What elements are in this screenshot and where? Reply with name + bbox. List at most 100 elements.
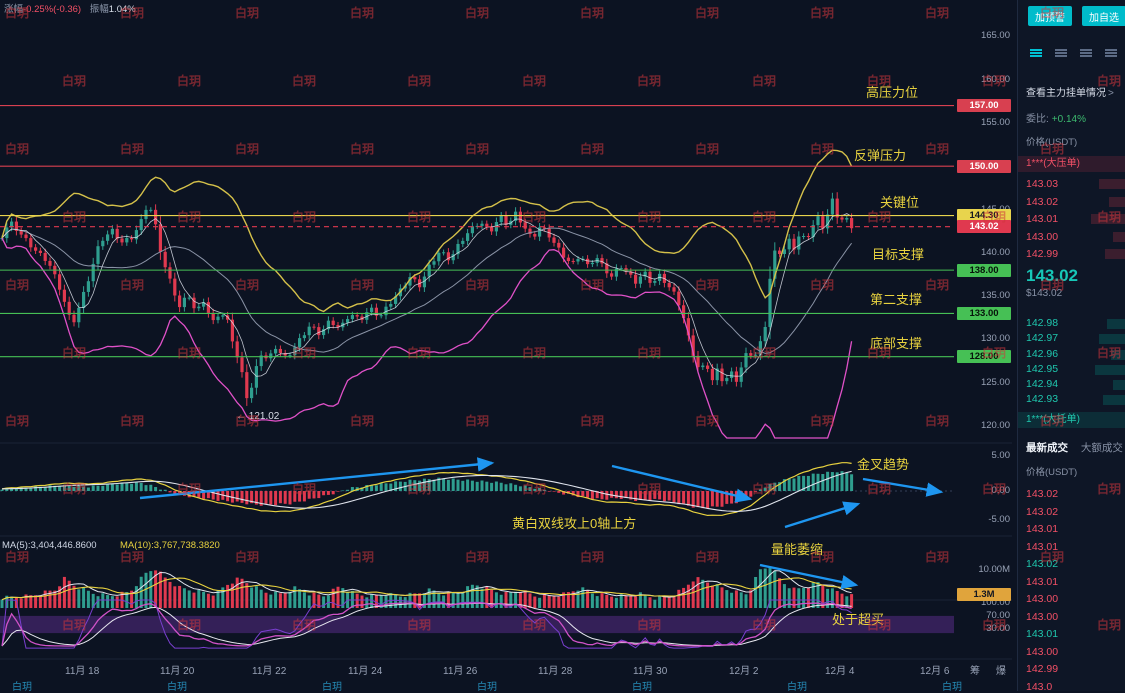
depth-bar xyxy=(1107,319,1125,329)
asks-view-icon[interactable] xyxy=(1080,48,1094,60)
price-value: 142.95 xyxy=(1026,362,1059,375)
chart-region[interactable]: 涨幅-0.25%(-0.36) 振幅1.04% 165.00 160.00 155.… xyxy=(0,0,1018,691)
bid-row[interactable]: 142.94 xyxy=(1018,377,1125,392)
price-value: 143.00 xyxy=(1026,593,1059,605)
price-value: 143.00 xyxy=(1026,610,1059,623)
ask-list: 143.03 143.02 143.01 143.00 142.99 xyxy=(1018,176,1125,264)
trades-tabs: 最新成交 大额成交 xyxy=(1026,440,1123,455)
ask-row[interactable]: 142.99 xyxy=(1018,246,1125,264)
trend-arrow xyxy=(139,457,495,500)
tab-latest-trades[interactable]: 最新成交 xyxy=(1026,442,1068,454)
view-main-orders-label: 查看主力挂单情况 xyxy=(1026,88,1106,99)
ask-row[interactable]: 143.02 xyxy=(1018,194,1125,212)
ask-row[interactable]: 143.03 xyxy=(1018,176,1125,194)
footer-watermark-text: 白玥 xyxy=(322,682,342,693)
order-book-sidebar: 加预警 加自选 查看主力挂单情况 > 委比: +0.14% 价格(USDT) 1**… xyxy=(1017,0,1125,691)
bid-list: 142.98 142.97 142.96 142.95 142.94 142.93 xyxy=(1018,316,1125,408)
add-watchlist-button[interactable]: 加自选 xyxy=(1082,6,1125,26)
price-value: 143.00 xyxy=(1026,230,1059,243)
bid-row[interactable]: 142.98 xyxy=(1018,316,1125,331)
bid-row[interactable]: 142.96 xyxy=(1018,347,1125,362)
footer-watermark-text: 白玥 xyxy=(12,682,32,693)
list-view-icon[interactable] xyxy=(1055,48,1069,60)
trade-row[interactable]: 142.99 xyxy=(1018,661,1125,679)
bid-row[interactable]: 142.93 xyxy=(1018,392,1125,407)
price-value: 143.01 xyxy=(1026,523,1059,535)
view-main-orders-link[interactable]: 查看主力挂单情况 > xyxy=(1026,84,1114,99)
oscillator-band xyxy=(0,615,954,634)
ask-row[interactable]: 143.00 xyxy=(1018,229,1125,247)
last-price-block: 143.02 $143.02 xyxy=(1026,266,1078,299)
trades-price-header: 价格(USDT) xyxy=(1026,467,1078,478)
bollinger-lower-line xyxy=(1,237,853,439)
trend-arrow xyxy=(784,501,861,529)
trade-row[interactable]: 143.00 xyxy=(1018,644,1125,662)
commission-ratio: 委比: +0.14% xyxy=(1026,110,1086,125)
trade-row[interactable]: 143.00 xyxy=(1018,591,1125,609)
candlestick-series xyxy=(0,192,854,406)
price-value: 143.01 xyxy=(1026,628,1059,640)
last-price-usd: $143.02 xyxy=(1026,288,1063,299)
orderbook-price-header: 价格(USDT) xyxy=(1026,137,1078,148)
volume-ma5-line xyxy=(1,570,852,601)
depth-bar xyxy=(1105,249,1125,260)
volume-bars xyxy=(0,567,854,608)
bollinger-upper-line xyxy=(1,149,853,313)
depth-bar xyxy=(1099,179,1125,189)
depth-view-icon[interactable] xyxy=(1030,48,1044,60)
depth-bar xyxy=(1095,364,1125,375)
depth-bar xyxy=(1099,334,1125,345)
price-value: 142.98 xyxy=(1026,317,1059,329)
price-value: 143.01 xyxy=(1026,540,1059,553)
ratio-label: 委比: xyxy=(1026,114,1049,125)
chevron-right-icon: > xyxy=(1108,88,1114,99)
footer-watermark-text: 白玥 xyxy=(787,682,807,693)
large-sell-order-row[interactable]: 1***(大压单) xyxy=(1018,156,1125,172)
add-alert-button[interactable]: 加预警 xyxy=(1028,6,1072,26)
bid-row[interactable]: 142.97 xyxy=(1018,331,1125,346)
price-value: 142.94 xyxy=(1026,378,1059,391)
amplitude-label: 振幅 xyxy=(89,4,109,15)
trades-list: 143.02 143.02 143.01 143.01 143.02 143.01 143.… xyxy=(1018,486,1125,691)
change-label: 涨幅 xyxy=(4,4,24,15)
depth-bar xyxy=(1113,380,1125,391)
depth-bar xyxy=(1109,196,1125,207)
large-buy-order-row[interactable]: 1***(大托单) xyxy=(1018,412,1125,428)
price-value: 142.99 xyxy=(1026,663,1059,675)
trade-row[interactable]: 143.01 xyxy=(1018,574,1125,592)
trade-row[interactable]: 143.02 xyxy=(1018,556,1125,574)
price-value: 143.02 xyxy=(1026,558,1059,570)
symbol-stats-bar: 涨幅-0.25%(-0.36) 振幅1.04% xyxy=(4,1,136,15)
oscillator-k-line xyxy=(1,602,852,647)
trade-row[interactable]: 143.00 xyxy=(1018,609,1125,627)
trade-row[interactable]: 143.01 xyxy=(1018,626,1125,644)
amplitude-value: 1.04% xyxy=(108,4,136,15)
price-value: 143.02 xyxy=(1026,505,1059,518)
bid-row[interactable]: 142.95 xyxy=(1018,362,1125,377)
footer-watermark-text: 白玥 xyxy=(942,682,962,693)
depth-bar xyxy=(1113,231,1125,242)
trade-row[interactable]: 143.02 xyxy=(1018,504,1125,522)
price-value: 143.0 xyxy=(1026,680,1053,692)
footer-watermark-text: 白玥 xyxy=(167,682,187,693)
tab-large-trades[interactable]: 大额成交 xyxy=(1080,442,1123,454)
trade-row[interactable]: 143.02 xyxy=(1018,486,1125,504)
trade-row[interactable]: 143.01 xyxy=(1018,539,1125,557)
price-value: 142.96 xyxy=(1026,347,1059,360)
trend-arrow xyxy=(862,477,944,497)
price-value: 143.01 xyxy=(1026,575,1059,588)
depth-bar xyxy=(1103,395,1125,406)
price-value: 142.97 xyxy=(1026,332,1059,345)
price-chart-canvas[interactable] xyxy=(0,0,1012,678)
footer-watermark-text: 白玥 xyxy=(477,682,497,693)
macd-histogram xyxy=(0,471,854,509)
change-value: -0.25%(-0.36) xyxy=(23,4,82,15)
trade-row[interactable]: 143.0 xyxy=(1018,679,1125,692)
price-value: 143.00 xyxy=(1026,645,1059,658)
ask-row[interactable]: 143.01 xyxy=(1018,211,1125,229)
bids-view-icon[interactable] xyxy=(1105,48,1119,60)
macd-dea-line xyxy=(1,470,852,512)
footer-watermark-text: 白玥 xyxy=(632,682,652,693)
ma20-line xyxy=(1,227,852,354)
trade-row[interactable]: 143.01 xyxy=(1018,521,1125,539)
